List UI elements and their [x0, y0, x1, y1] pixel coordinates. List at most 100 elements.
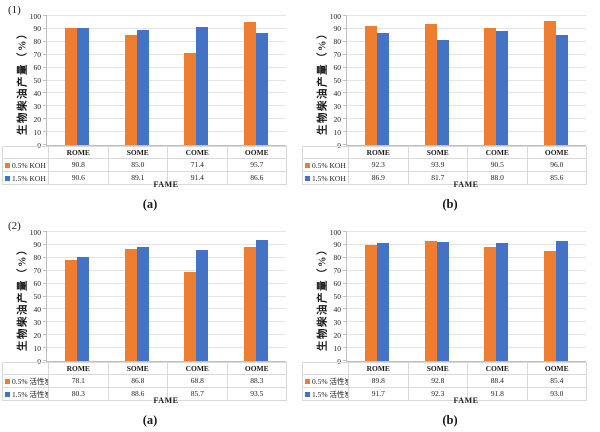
y-tick-label: 0	[337, 356, 341, 366]
legend-swatch-series1	[305, 378, 310, 384]
y-tick-mark	[43, 66, 47, 68]
gridline	[47, 53, 286, 55]
value-series1-some: 93.9	[407, 158, 468, 172]
y-tick-mark	[343, 256, 347, 258]
bar-series1-oome	[544, 250, 557, 361]
y-tick-label: 40	[333, 88, 342, 98]
gridline	[347, 256, 586, 258]
chart-panel-2a: (2) 生物柴油产量（%） 0 10 20 30 40 50 60 70 80 90 100 ROM…	[0, 216, 300, 432]
bar-series1-some	[424, 23, 437, 145]
legend-label-series2: 1.5% 活性炭	[12, 389, 49, 399]
value-series1-oome: 96.0	[526, 158, 587, 172]
y-tick-label: 30	[333, 317, 342, 327]
value-series1-come: 71.4	[167, 158, 228, 172]
chart-panel-1b: 生物柴油产量（%） 0 10 20 30 40 50 60 70 80 90 100 ROME SOM…	[300, 0, 600, 216]
y-tick-label: 70	[33, 49, 42, 59]
y-axis-title: 生物柴油产量（%）	[17, 27, 29, 135]
legend-cell-series2: 1.5% KOH	[2, 170, 49, 185]
y-tick-mark	[343, 231, 347, 232]
y-tick-label: 80	[333, 253, 342, 263]
y-tick-label: 100	[329, 227, 341, 237]
category-group-come	[467, 232, 527, 361]
y-tick-label: 20	[333, 114, 342, 124]
value-series1-some: 86.8	[107, 374, 168, 388]
y-tick-label: 50	[333, 75, 342, 85]
y-tick-mark	[43, 79, 47, 81]
y-tick-label: 20	[33, 330, 42, 340]
bar-series2-oome	[556, 241, 569, 361]
gridline	[47, 66, 286, 68]
y-tick-mark	[43, 321, 47, 323]
bar-series2-rome	[76, 28, 89, 145]
table-row-series2: 1.5% KOH 86.9 81.7 88.0 85.6	[302, 170, 587, 185]
gridline	[347, 92, 586, 94]
table-row-series1: 0.5% KOH 90.8 85.0 71.4 95.7	[2, 158, 287, 172]
table-corner-cell	[302, 362, 349, 375]
gridline	[347, 27, 586, 29]
chart-panel-1a: (1) 生物柴油产量（%） 0 10 20 30 40 50 60 70 80 90 100 ROM…	[0, 0, 300, 216]
gridline	[347, 243, 586, 245]
bar-series2-rome	[376, 32, 389, 145]
value-series1-rome: 89.8	[348, 374, 409, 388]
bar-series2-rome	[376, 242, 389, 361]
gridline	[347, 295, 586, 297]
y-tick-mark	[343, 131, 347, 133]
value-series1-come: 68.8	[167, 374, 228, 388]
category-group-rome	[347, 232, 407, 361]
category-header-some: SOME	[407, 362, 468, 375]
gridline	[47, 27, 286, 29]
data-table: ROME SOME COME OOME 0.5% KOH 90.8 85.0 71.4 95.7…	[2, 146, 287, 185]
y-tick-mark	[343, 347, 347, 349]
y-tick-label: 90	[333, 240, 342, 250]
y-tick-mark	[43, 282, 47, 284]
gridline	[47, 79, 286, 81]
legend-label-series1: 0.5% KOH	[312, 160, 346, 170]
gridline	[347, 231, 586, 232]
value-series2-come: 88.0	[467, 170, 528, 185]
gridline	[47, 131, 286, 133]
legend-cell-series2: 1.5% 活性炭	[302, 386, 349, 401]
y-axis-title: 生物柴油产量（%）	[317, 27, 329, 135]
bar-series1-come	[484, 246, 497, 361]
gridline	[347, 308, 586, 310]
y-tick-label: 70	[33, 265, 42, 275]
bar-series1-come	[184, 272, 197, 361]
group-label: (1)	[8, 4, 21, 16]
y-tick-mark	[43, 360, 47, 361]
table-row-series1: 0.5% 活性炭 89.8 92.8 88.4 85.4	[302, 374, 587, 388]
value-series1-some: 92.8	[407, 374, 468, 388]
y-tick-mark	[343, 144, 347, 145]
data-table: ROME SOME COME OOME 0.5% 活性炭 89.8 92.8 88.4 85.4…	[302, 362, 587, 401]
y-tick-label: 10	[333, 343, 342, 353]
table-corner-cell	[2, 362, 49, 375]
value-series2-some: 88.6	[107, 386, 168, 401]
bars-layer	[347, 232, 586, 361]
category-header-rome: ROME	[348, 362, 409, 375]
gridline	[47, 347, 286, 349]
y-tick-label: 50	[333, 291, 342, 301]
chart-caption: (b)	[442, 197, 458, 211]
category-group-oome	[226, 16, 286, 145]
y-tick-mark	[43, 53, 47, 55]
legend-label-series2: 1.5% 活性炭	[312, 389, 349, 399]
gridline	[47, 105, 286, 107]
bar-series2-oome	[256, 240, 269, 361]
y-tick-mark	[43, 131, 47, 133]
x-axis-title: FAME	[153, 180, 179, 189]
legend-swatch-series2	[305, 175, 310, 181]
legend-cell-series1: 0.5% KOH	[302, 158, 349, 172]
y-tick-label: 30	[33, 317, 42, 327]
bar-series2-come	[496, 242, 509, 361]
table-row-series2: 1.5% 活性炭 80.3 88.6 85.7 93.5	[2, 386, 287, 401]
value-series2-rome: 86.9	[348, 170, 409, 185]
y-tick-mark	[43, 118, 47, 120]
category-header-rome: ROME	[348, 146, 409, 159]
y-tick-mark	[343, 360, 347, 361]
category-group-come	[167, 16, 227, 145]
gridline	[47, 321, 286, 323]
y-tick-label: 80	[33, 253, 42, 263]
legend-swatch-series2	[5, 391, 10, 397]
table-header-row: ROME SOME COME OOME	[302, 362, 587, 375]
gridline	[347, 15, 586, 16]
gridline	[47, 308, 286, 310]
